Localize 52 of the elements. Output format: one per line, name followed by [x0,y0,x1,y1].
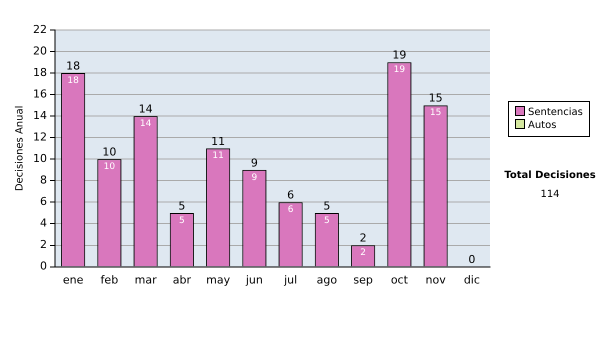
total-label: 0 [468,253,476,266]
total-label: 19 [392,48,406,62]
data-label: 18 [67,76,80,86]
x-tick-label: ago [316,273,338,286]
y-tick-label: 12 [32,130,47,144]
y-axis-title: Decisiones Anual [14,106,26,192]
y-tick-label: 16 [32,87,47,100]
legend-label: Sentencias [527,106,583,119]
x-tick-label: dic [464,273,480,286]
y-tick-label: 0 [40,260,47,273]
x-tick-label: feb [100,273,118,286]
data-label: 11 [212,151,224,162]
x-tick-label: ene [62,273,84,286]
y-tick-label: 18 [32,66,47,79]
data-label: 5 [324,216,330,226]
legend-label: Autos [527,119,558,132]
data-label: 10 [104,162,116,172]
total-label: 5 [323,199,330,212]
x-tick-label: abr [172,273,192,286]
total-label: 9 [250,156,258,170]
x-tick-label: nov [426,273,446,286]
total-label: 15 [428,92,443,105]
data-label: 19 [394,65,406,76]
text: 114 [539,189,561,200]
x-tick-label: jul [283,273,298,286]
data-label: 6 [288,205,294,216]
data-label: 9 [252,172,258,183]
data-label: 5 [179,216,185,226]
x-tick-label: jun [244,273,263,286]
x-tick-label: oct [390,273,409,286]
y-tick-label: 14 [32,108,47,122]
total-label: 6 [287,188,294,202]
data-label: 2 [360,248,366,258]
x-tick-label: sep [353,273,373,286]
y-tick-label: 10 [32,152,47,166]
x-tick-label: mar [134,273,158,286]
total-label: 11 [211,134,226,148]
data-label: 15 [430,108,442,118]
y-tick-label: 20 [32,44,47,58]
y-tick-label: 8 [40,174,47,187]
data-label: 14 [140,118,152,129]
text: Total Decisiones [503,170,597,181]
total-label: 14 [138,102,153,116]
total-label: 2 [360,232,367,245]
y-tick-label: 2 [40,238,47,252]
total-label: 10 [102,146,116,159]
total-label: 5 [178,199,186,212]
total-label: 18 [66,59,80,72]
y-tick-label: 22 [32,22,47,36]
x-tick-label: may [206,273,231,286]
y-tick-label: 6 [40,195,47,208]
y-tick-label: 4 [40,216,47,230]
